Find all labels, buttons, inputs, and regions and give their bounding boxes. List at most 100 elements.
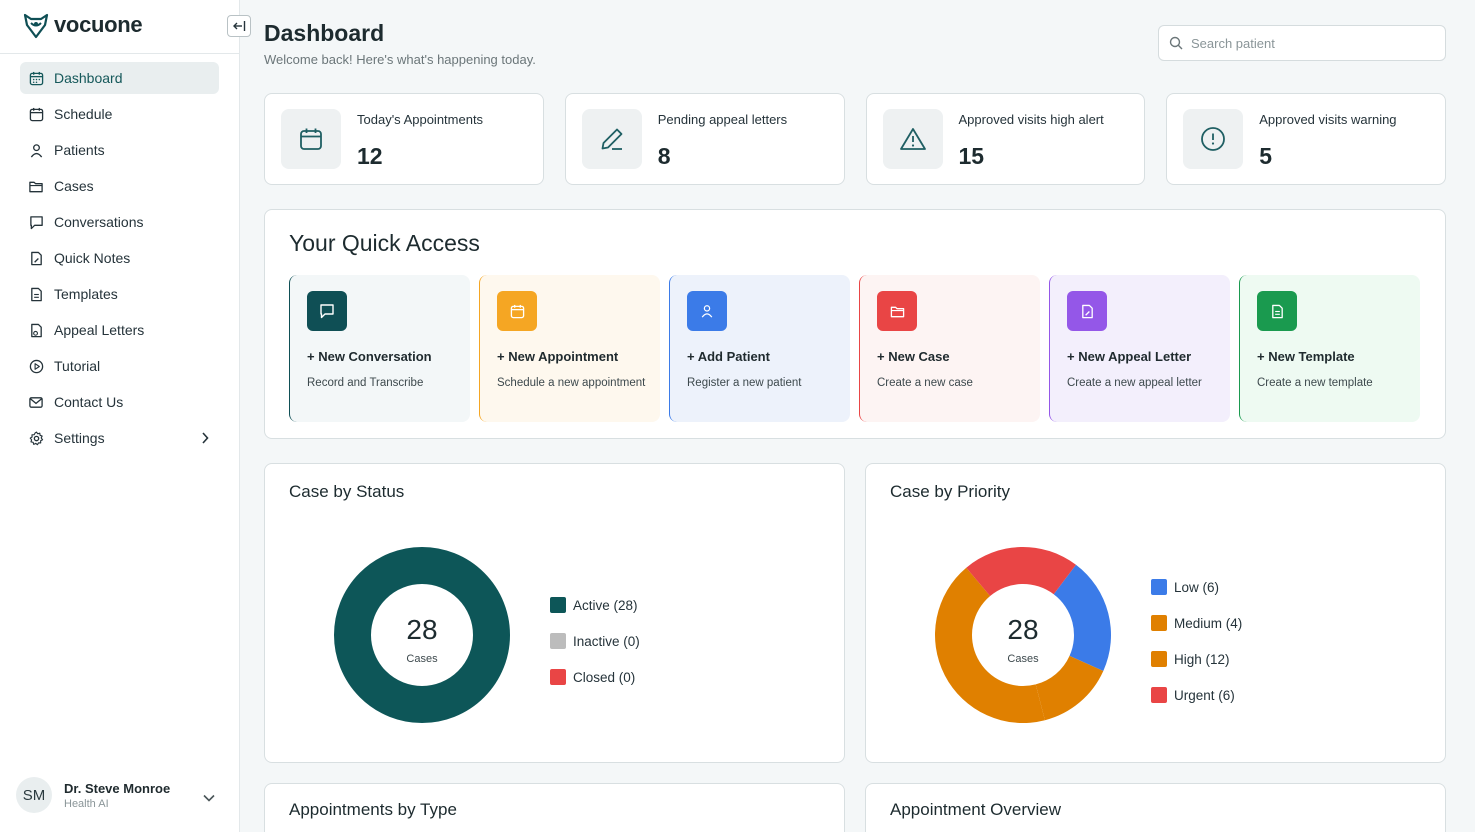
user-icon [28, 142, 44, 158]
stat-value: 12 [357, 143, 383, 169]
warning-triangle-icon [882, 109, 943, 169]
quick-action-new-appeal-letter[interactable]: + New Appeal Letter Create a new appeal … [1049, 275, 1230, 422]
sidebar-item-label: Schedule [54, 106, 113, 122]
legend-item-closed: Closed (0) [550, 659, 640, 695]
sidebar-item-schedule[interactable]: Schedule [20, 98, 219, 130]
folder-icon [877, 291, 917, 331]
sidebar-item-quick-notes[interactable]: Quick Notes [20, 242, 219, 274]
sidebar-divider [0, 53, 239, 54]
collapse-left-icon [233, 21, 246, 31]
search-input[interactable] [1191, 35, 1431, 51]
sidebar-item-label: Cases [54, 178, 94, 194]
donut-slice-urgent[interactable] [966, 547, 1076, 597]
chevron-down-icon[interactable] [203, 789, 215, 807]
legend-swatch [1151, 687, 1167, 703]
pencil-icon [581, 109, 642, 169]
appeal-file-icon [28, 322, 44, 338]
calendar-icon [497, 291, 537, 331]
chart-legend: Low (6) Medium (4) High (12) Urgent (6) [1151, 569, 1242, 713]
legend-swatch [550, 597, 566, 613]
document-icon [1257, 291, 1297, 331]
user-profile[interactable]: SM Dr. Steve Monroe Health AI [16, 776, 221, 814]
sidebar-item-label: Tutorial [54, 358, 101, 374]
user-icon [687, 291, 727, 331]
donut-slice-medium[interactable] [1035, 655, 1104, 721]
quick-action-desc: Create a new template [1257, 377, 1373, 389]
stat-value: 8 [657, 143, 671, 169]
quick-action-new-appointment[interactable]: + New Appointment Schedule a new appoint… [479, 275, 660, 422]
case-by-priority-card: Case by Priority 28 Cases Low (6) Medium… [865, 463, 1446, 763]
quick-access-card: Your Quick Access + New Conversation Rec… [264, 209, 1446, 439]
calendar-icon [281, 109, 341, 169]
user-info: Dr. Steve Monroe Health AI [64, 781, 170, 810]
legend-label: Active (28) [573, 597, 638, 613]
search-box[interactable] [1158, 25, 1446, 61]
donut-slice-active[interactable] [334, 547, 510, 723]
main-content: Dashboard Welcome back! Here's what's ha… [240, 0, 1475, 832]
quick-action-name: + New Case [877, 349, 950, 364]
quick-action-add-patient[interactable]: + Add Patient Register a new patient [669, 275, 850, 422]
chart-center-unit: Cases [1007, 653, 1039, 665]
quick-action-new-template[interactable]: + New Template Create a new template [1239, 275, 1420, 422]
avatar: SM [16, 777, 52, 813]
calendar-icon [28, 106, 44, 122]
sidebar-item-settings[interactable]: Settings [20, 422, 219, 454]
sidebar-item-tutorial[interactable]: Tutorial [20, 350, 219, 382]
legend-label: Closed (0) [573, 669, 636, 685]
stat-card-warning[interactable]: Approved visits warning 5 [1166, 93, 1446, 185]
sidebar-item-contact-us[interactable]: Contact Us [20, 386, 219, 418]
sidebar-item-patients[interactable]: Patients [20, 134, 219, 166]
legend-swatch [1151, 651, 1167, 667]
donut-slice-high[interactable] [935, 567, 1045, 723]
donut-slice-low[interactable] [1053, 564, 1111, 671]
legend-swatch [550, 633, 566, 649]
stat-card-high-alert[interactable]: Approved visits high alert 15 [865, 93, 1146, 185]
legend-label: Urgent (6) [1174, 687, 1235, 703]
mail-icon [28, 394, 44, 410]
play-circle-icon [28, 358, 44, 374]
quick-action-desc: Record and Transcribe [307, 377, 424, 389]
collapse-sidebar-button[interactable] [227, 15, 251, 37]
sidebar-item-label: Appeal Letters [54, 322, 145, 338]
stat-value: 5 [1259, 143, 1273, 169]
stat-label: Approved visits warning [1259, 112, 1397, 127]
quick-action-name: + New Template [1257, 349, 1355, 364]
legend-label: Inactive (0) [573, 633, 640, 649]
legend-label: High (12) [1174, 651, 1230, 667]
legend-item-low: Low (6) [1151, 569, 1242, 605]
legend-label: Low (6) [1174, 579, 1220, 595]
quick-action-new-conversation[interactable]: + New Conversation Record and Transcribe [289, 275, 470, 422]
sidebar-item-label: Contact Us [54, 394, 124, 410]
chart-title: Case by Priority [890, 482, 1010, 501]
quick-access-title: Your Quick Access [289, 230, 480, 256]
stat-label: Pending appeal letters [657, 112, 788, 127]
case-by-status-card: Case by Status 28 Cases Active (28) Inac… [264, 463, 845, 763]
user-name: Dr. Steve Monroe [64, 780, 171, 796]
legend-item-urgent: Urgent (6) [1151, 677, 1242, 713]
sidebar-item-label: Dashboard [54, 70, 123, 86]
sidebar-item-dashboard[interactable]: Dashboard [20, 62, 219, 94]
appeal-file-icon [1067, 291, 1107, 331]
page-subtitle: Welcome back! Here's what's happening to… [264, 52, 536, 67]
quick-action-desc: Schedule a new appointment [497, 377, 646, 389]
note-icon [28, 250, 44, 266]
search-icon [1169, 36, 1183, 50]
legend-swatch [1151, 615, 1167, 631]
appointments-by-type-card: Appointments by Type [264, 783, 845, 832]
quick-action-new-case[interactable]: + New Case Create a new case [859, 275, 1040, 422]
legend-swatch [1151, 579, 1167, 595]
stat-card-appointments[interactable]: Today's Appointments 12 [264, 93, 544, 185]
sidebar-item-templates[interactable]: Templates [20, 278, 219, 310]
app-logo[interactable]: vocuone [22, 11, 143, 39]
sidebar-item-cases[interactable]: Cases [20, 170, 219, 202]
chart-center-unit: Cases [406, 653, 438, 665]
status-donut-chart [334, 547, 510, 723]
sidebar-item-appeal-letters[interactable]: Appeal Letters [20, 314, 219, 346]
gear-icon [28, 430, 44, 446]
message-icon [307, 291, 347, 331]
stat-card-pending-appeals[interactable]: Pending appeal letters 8 [564, 93, 845, 185]
quick-action-desc: Register a new patient [687, 377, 802, 389]
sidebar-nav: Dashboard Schedule Patients Cases Conver… [20, 62, 219, 458]
sidebar-item-conversations[interactable]: Conversations [20, 206, 219, 238]
chart-title: Appointment Overview [890, 800, 1062, 819]
